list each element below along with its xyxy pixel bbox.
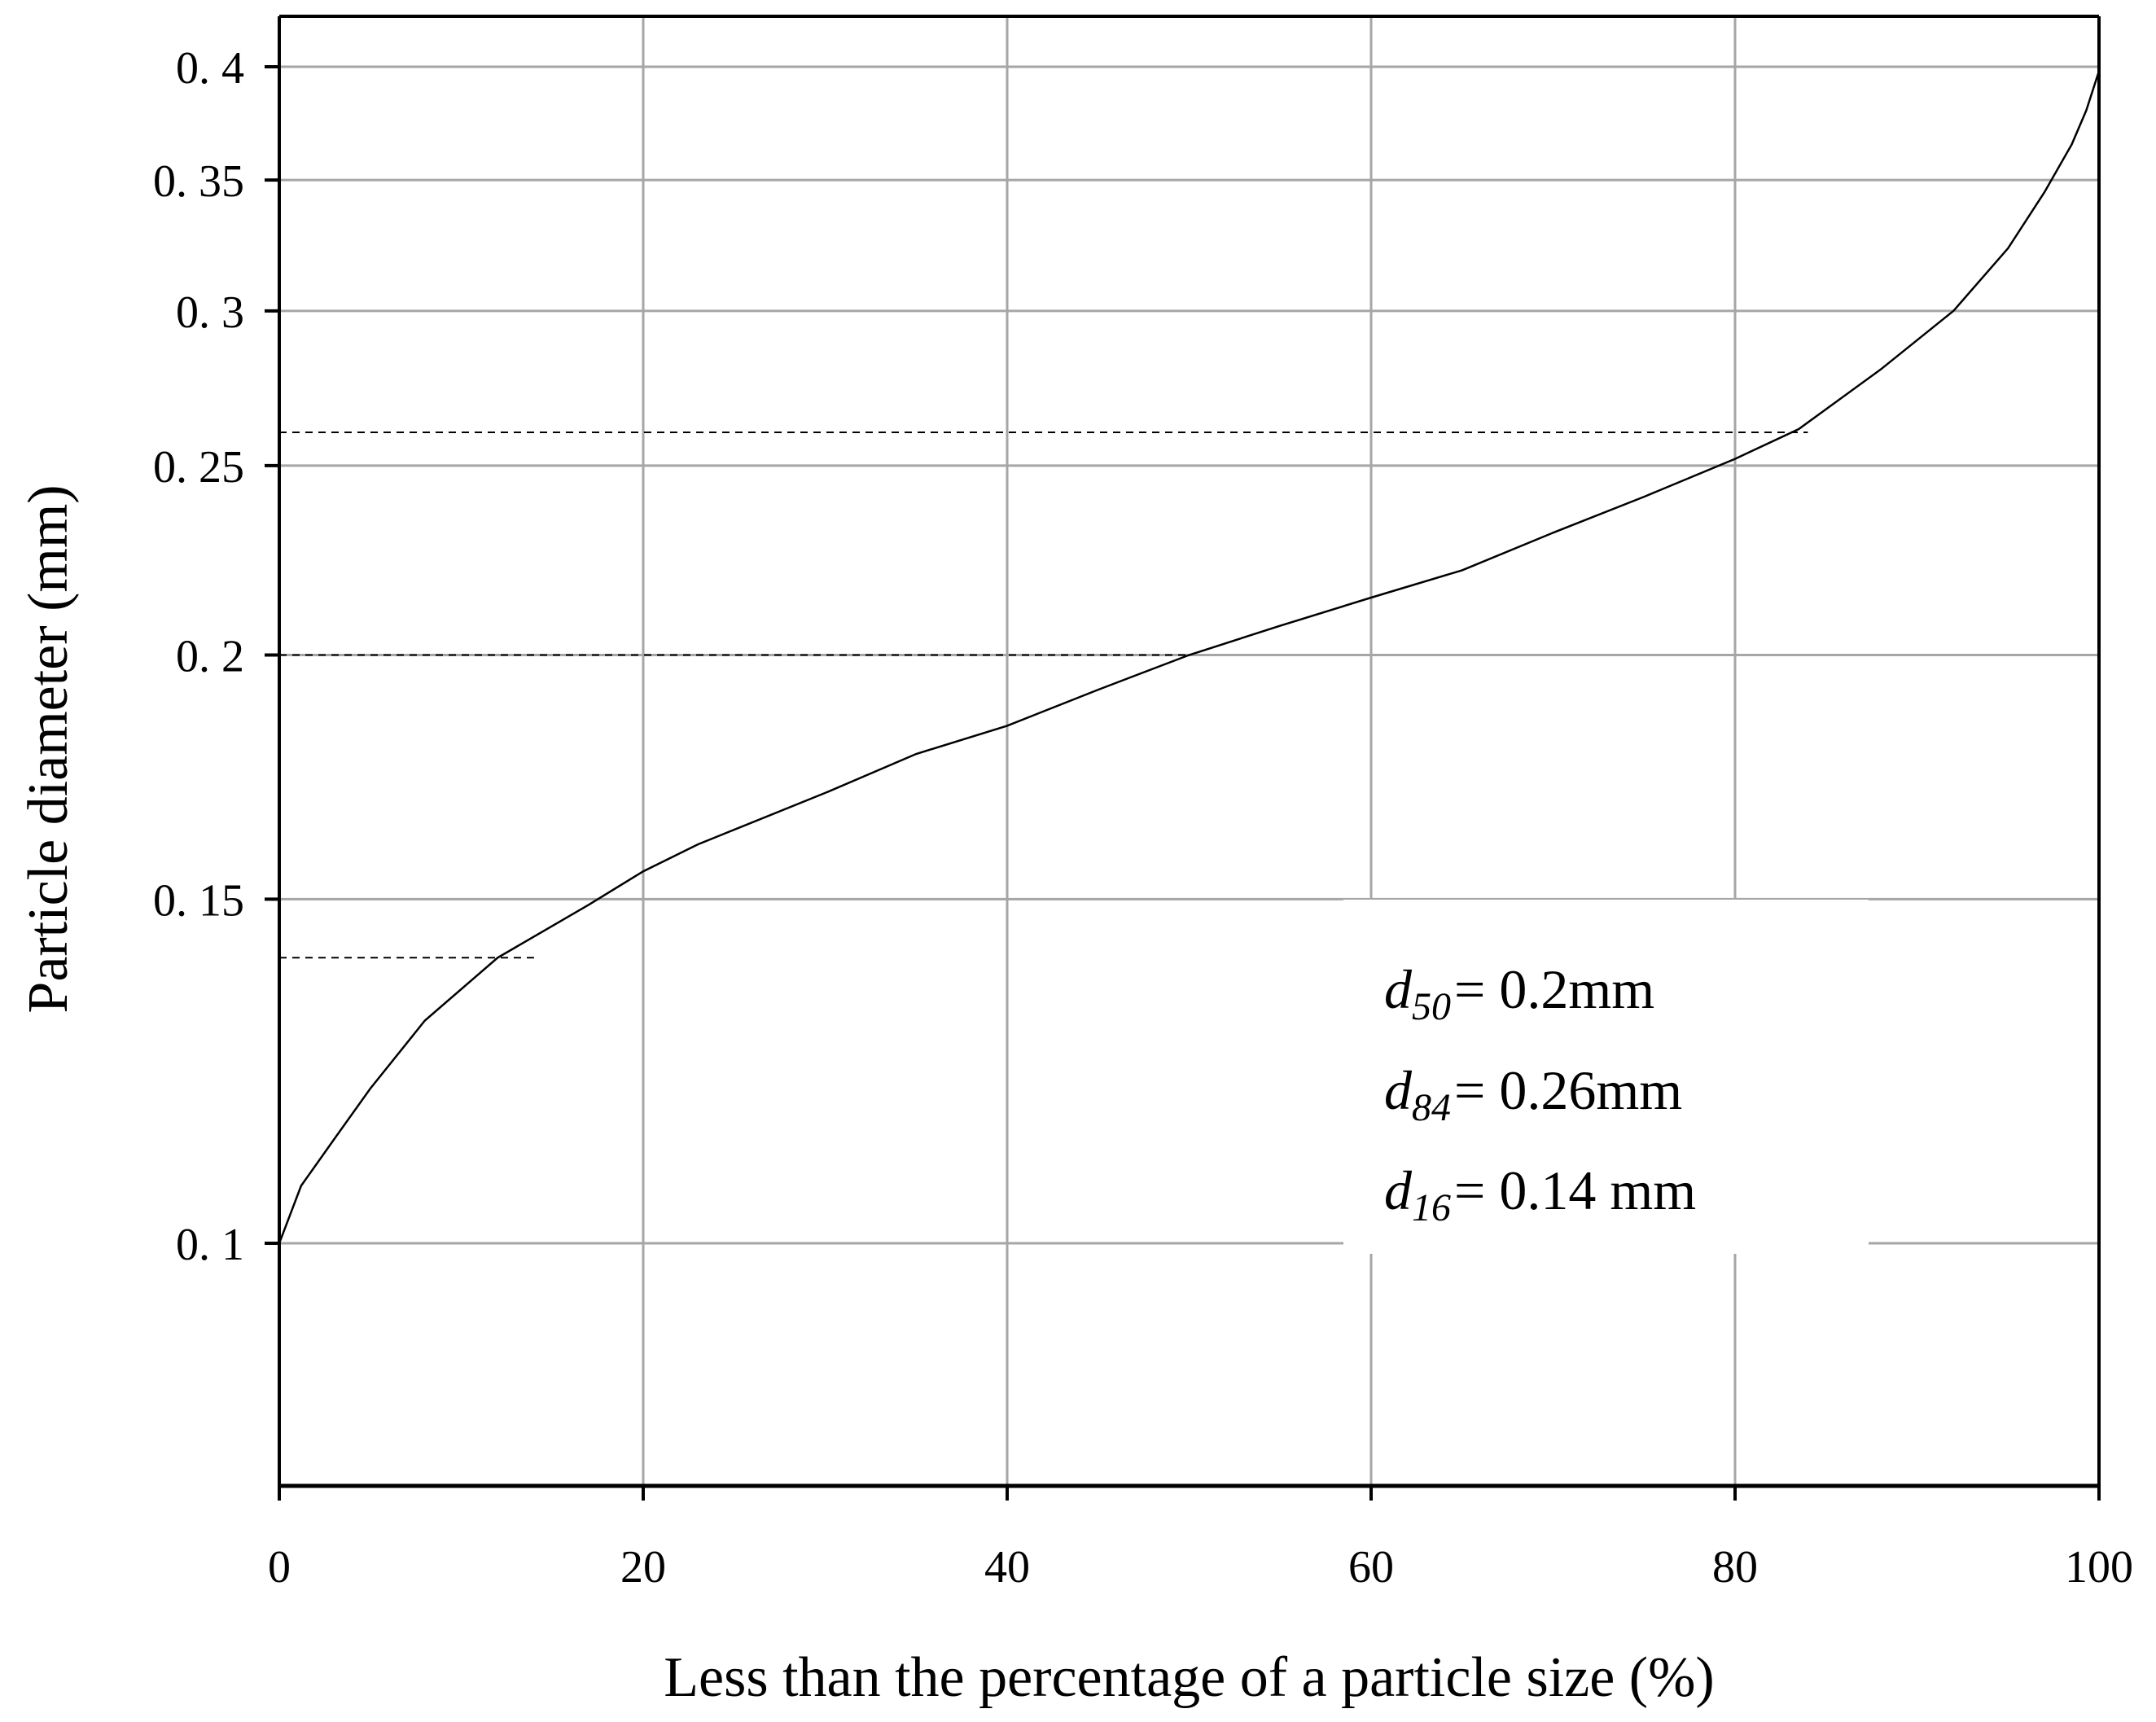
y-tick-label: 0. 3 [176,287,244,338]
distribution-curve [278,70,2101,1244]
y-tick-label: 0. 25 [153,442,244,493]
annotation-subscript: 50 [1412,985,1451,1028]
y-tick-label: 0. 1 [176,1220,244,1270]
y-axis-label: Particle diameter (mm) [17,484,80,1013]
y-tick-label: 0. 15 [153,875,244,926]
y-tick-label: 0. 35 [153,156,244,207]
annotation-line: d84= 0.26mm [1384,1059,1682,1129]
y-tick-labels: 0. 1 0. 15 0. 2 0. 25 0. 3 0. 35 0. 4 [153,43,244,1270]
plot-frame [265,15,2101,1501]
annotation-subscript: 84 [1412,1086,1451,1129]
reference-lines [279,432,1808,959]
annotation-value: = 0.14 mm [1454,1159,1696,1221]
x-tick-label: 0 [268,1542,291,1593]
annotation-symbol: d [1384,958,1413,1020]
y-tick-label: 0. 4 [176,43,244,94]
annotation-symbol: d [1384,1059,1413,1121]
x-tick-label: 20 [620,1542,666,1593]
gridlines [279,16,2099,1486]
x-tick-label: 60 [1348,1542,1394,1593]
x-tick-label: 40 [984,1542,1030,1593]
series-layer [278,70,2101,1244]
x-tick-label: 80 [1712,1542,1758,1593]
annotation-line: d50= 0.2mm [1384,958,1654,1028]
annotation-box [1343,900,1869,1254]
x-tick-label: 100 [2065,1542,2133,1593]
x-tick-labels: 0 20 40 60 80 100 [268,1542,2133,1593]
annotation-value: = 0.26mm [1454,1059,1682,1121]
annotation-symbol: d [1384,1159,1413,1221]
y-tick-label: 0. 2 [176,632,244,682]
x-axis-label: Less than the percentage of a particle s… [664,1646,1714,1709]
annotation-subscript: 16 [1412,1186,1451,1229]
annotation-value: = 0.2mm [1454,958,1654,1020]
annotation-line: d16= 0.14 mm [1384,1159,1696,1229]
